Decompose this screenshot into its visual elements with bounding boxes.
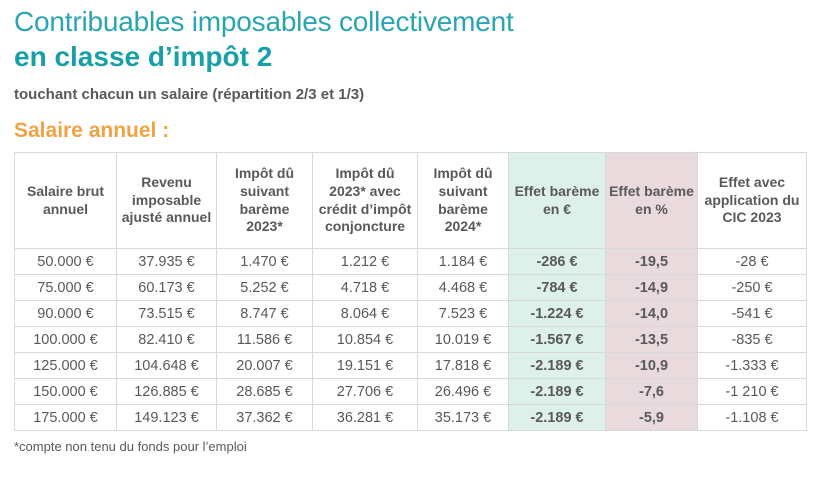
table-cell: -10,9 <box>605 352 698 379</box>
table-cell: -286 € <box>508 248 606 275</box>
table-cell: 126.885 € <box>116 378 217 405</box>
table-cell: 17.818 € <box>417 352 509 379</box>
table-cell: 4.718 € <box>312 274 418 301</box>
table-cell: 36.281 € <box>312 404 418 431</box>
table-cell: 26.496 € <box>417 378 509 405</box>
table-row: 125.000 €104.648 €20.007 €19.151 €17.818… <box>14 352 807 379</box>
table-cell: -7,6 <box>605 378 698 405</box>
column-header-salaire-brut: Salaire brut annuel <box>14 152 117 249</box>
table-cell: 82.410 € <box>116 326 217 353</box>
table-cell: 28.685 € <box>216 378 313 405</box>
table-cell: 8.064 € <box>312 300 418 327</box>
page-subtitle: touchant chacun un salaire (répartition … <box>14 86 365 103</box>
table-cell: 37.935 € <box>116 248 217 275</box>
table-row: 50.000 €37.935 €1.470 €1.212 €1.184 € -28… <box>14 248 807 275</box>
table-row: 90.000 €73.515 €8.747 €8.064 €7.523 € -1.… <box>14 300 807 327</box>
table-cell: 10.854 € <box>312 326 418 353</box>
table-cell: 4.468 € <box>417 274 509 301</box>
table-cell: 104.648 € <box>116 352 217 379</box>
table-cell: -13,5 <box>605 326 698 353</box>
table-row: 150.000 €126.885 €28.685 €27.706 €26.496… <box>14 378 807 405</box>
table-cell: 37.362 € <box>216 404 313 431</box>
table-cell: 175.000 € <box>14 404 117 431</box>
table-body: 50.000 €37.935 €1.470 €1.212 €1.184 € -28… <box>14 248 807 431</box>
column-header-impot-bareme-2023: Impôt dû suivant barème 2023* <box>216 152 313 249</box>
table-cell: -1.108 € <box>697 404 807 431</box>
table-cell: 1.184 € <box>417 248 509 275</box>
table-cell: 100.000 € <box>14 326 117 353</box>
table-cell: -5,9 <box>605 404 698 431</box>
table-cell: 8.747 € <box>216 300 313 327</box>
table-cell: -1.224 € <box>508 300 606 327</box>
table-row: 175.000 €149.123 €37.362 €36.281 €35.173… <box>14 404 807 431</box>
table-cell: 1.470 € <box>216 248 313 275</box>
table-cell: -835 € <box>697 326 807 353</box>
table-cell: 5.252 € <box>216 274 313 301</box>
table-cell: 19.151 € <box>312 352 418 379</box>
table-cell: -250 € <box>697 274 807 301</box>
footnote: *compte non tenu du fonds pour l’emploi <box>14 439 247 454</box>
table-cell: 10.019 € <box>417 326 509 353</box>
table-cell: -1.567 € <box>508 326 606 353</box>
page-title-line1: Contribuables imposables collectivement <box>14 6 514 37</box>
table-cell: -14,9 <box>605 274 698 301</box>
table-cell: 27.706 € <box>312 378 418 405</box>
table-cell: 11.586 € <box>216 326 313 353</box>
table-cell: 35.173 € <box>417 404 509 431</box>
table-cell: 90.000 € <box>14 300 117 327</box>
table-cell: 149.123 € <box>116 404 217 431</box>
table-row: 75.000 €60.173 €5.252 €4.718 €4.468 € -78… <box>14 274 807 301</box>
table-cell: -2.189 € <box>508 352 606 379</box>
table-header: Salaire brut annuel Revenu imposable aju… <box>14 152 807 249</box>
table-cell: -28 € <box>697 248 807 275</box>
table-cell: 150.000 € <box>14 378 117 405</box>
table-cell: 20.007 € <box>216 352 313 379</box>
table-cell: -784 € <box>508 274 606 301</box>
column-header-impot-bareme-2024: Impôt dû suivant barème 2024* <box>417 152 509 249</box>
table-header-row: Salaire brut annuel Revenu imposable aju… <box>14 152 807 249</box>
table-cell: 50.000 € <box>14 248 117 275</box>
table-cell: -2.189 € <box>508 378 606 405</box>
table-cell: 1.212 € <box>312 248 418 275</box>
table-cell: -14,0 <box>605 300 698 327</box>
column-header-effet-bareme-pct: Effet barème en % <box>605 152 698 249</box>
column-header-effet-bareme-eur: Effet barème en € <box>508 152 606 249</box>
table-cell: 73.515 € <box>116 300 217 327</box>
section-label-salaire-annuel: Salaire annuel : <box>14 119 170 142</box>
table-row: 100.000 €82.410 €11.586 €10.854 €10.019 … <box>14 326 807 353</box>
table-cell: -2.189 € <box>508 404 606 431</box>
page-title-line2: en classe d’impôt 2 <box>14 41 273 72</box>
table-cell: -541 € <box>697 300 807 327</box>
table-cell: 75.000 € <box>14 274 117 301</box>
table-cell: 60.173 € <box>116 274 217 301</box>
table-cell: 125.000 € <box>14 352 117 379</box>
table-cell: -1 210 € <box>697 378 807 405</box>
tax-table: Salaire brut annuel Revenu imposable aju… <box>14 152 807 431</box>
column-header-effet-cic-2023: Effet avec application du CIC 2023 <box>697 152 807 249</box>
table-cell: -1.333 € <box>697 352 807 379</box>
column-header-impot-2023-credit: Impôt dû 2023* avec crédit d’impôt conjo… <box>312 152 418 249</box>
table-cell: 7.523 € <box>417 300 509 327</box>
table-cell: -19,5 <box>605 248 698 275</box>
column-header-revenu-imposable: Revenu imposable ajusté annuel <box>116 152 217 249</box>
